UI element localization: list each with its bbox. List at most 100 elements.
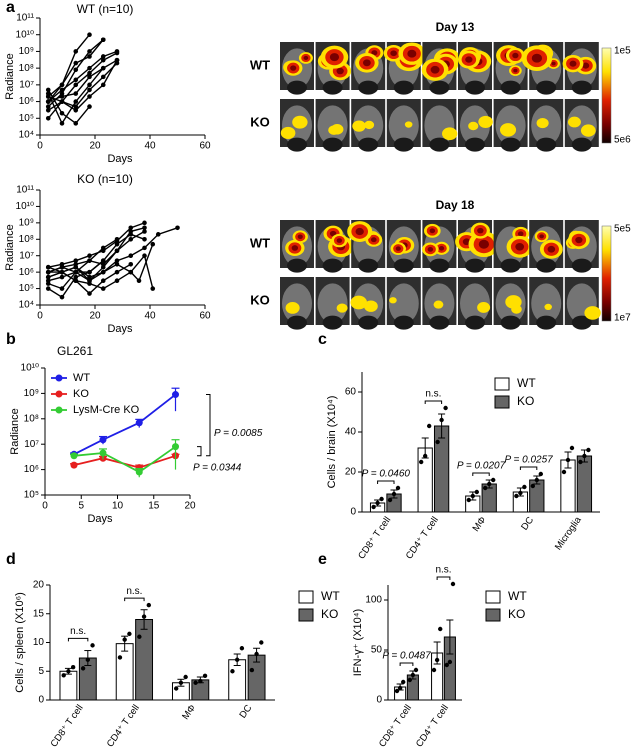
data-point: [443, 405, 448, 411]
data-point: [45, 264, 51, 270]
data-point: [73, 269, 79, 275]
signal: [531, 53, 543, 63]
signal: [539, 234, 544, 239]
y-tick-label: 10⁹: [19, 46, 34, 57]
significance-bracket: [124, 597, 145, 602]
data-point: [73, 91, 79, 96]
data-point: [391, 491, 397, 497]
mouse-image: [280, 220, 314, 273]
significance-bracket: [424, 400, 443, 404]
data-point: [173, 686, 179, 691]
data-point: [87, 253, 92, 259]
mouse-image: [493, 277, 528, 330]
data-point: [87, 291, 92, 296]
x-tick-label: Microglia: [553, 514, 584, 552]
image-body: [460, 283, 490, 324]
y-tick-label: 0: [376, 695, 382, 706]
data-point: [45, 281, 51, 286]
x-tick-label: 10: [112, 501, 124, 512]
significance-bracket: [197, 446, 202, 457]
signal: [364, 120, 375, 130]
signal: [547, 245, 556, 253]
y-axis-label: Radiance: [4, 224, 16, 270]
image-shadow: [571, 258, 592, 273]
image-shadow: [393, 80, 414, 95]
data-point: [426, 423, 432, 429]
mouse-image: [315, 220, 354, 273]
data-point: [434, 657, 440, 663]
image-shadow: [465, 258, 485, 273]
data-point: [73, 278, 79, 284]
data-point: [87, 281, 92, 286]
data-point: [418, 459, 424, 465]
signal: [303, 55, 309, 60]
bar: [576, 455, 593, 513]
data-point: [73, 99, 79, 104]
data-point: [73, 49, 79, 54]
mouse-image: [386, 220, 421, 273]
chart-title: GL261: [57, 344, 93, 358]
mouse-image: [422, 220, 457, 273]
y-tick-label: 10⁹: [24, 388, 39, 399]
data-point: [100, 54, 106, 59]
x-axis-label: Days: [87, 513, 113, 525]
image-shadow: [322, 315, 343, 330]
row-label: KO: [250, 292, 270, 307]
legend-label: KO: [517, 394, 534, 408]
y-tick-label: 10⁸: [19, 63, 34, 74]
comparison-label: P = 0.0207: [457, 461, 506, 472]
signal: [350, 295, 368, 310]
signal: [330, 124, 344, 135]
signal: [499, 123, 517, 137]
data-point: [99, 449, 107, 457]
data-point: [483, 485, 488, 491]
significance-bracket: [472, 472, 490, 476]
y-tick-label: 10¹⁰: [16, 29, 34, 40]
significance-bracket: [67, 637, 89, 642]
y-tick-label: 40: [345, 427, 357, 438]
signal: [336, 238, 343, 243]
data-point: [114, 258, 120, 263]
x-tick-label: CD4⁺ T cell: [414, 703, 451, 749]
mouse-image: [421, 42, 461, 95]
data-point: [100, 286, 106, 291]
legend-label: LysM-Cre KO: [73, 404, 140, 416]
image-shadow: [571, 137, 592, 152]
color-bar: [601, 47, 612, 144]
signal: [336, 67, 344, 75]
data-point: [87, 87, 92, 93]
image-shadow: [465, 137, 485, 152]
signal: [477, 302, 491, 313]
panel-label: d: [6, 551, 16, 568]
data-point: [401, 679, 406, 685]
image-body: [531, 283, 562, 324]
mouse-image: [315, 99, 350, 152]
data-point: [114, 50, 120, 56]
series-line: [47, 89, 91, 125]
day-title: Day 13: [436, 20, 475, 34]
data-point: [450, 581, 456, 587]
x-tick-label: CD8⁺ T cell: [49, 703, 86, 749]
mouse-image: [521, 42, 564, 95]
mouse-image: [386, 99, 421, 152]
signal: [430, 65, 440, 74]
mouse-image: [351, 99, 386, 152]
chart-title: WT (n=10): [77, 2, 134, 16]
data-point: [379, 496, 384, 502]
x-tick-label: 20: [89, 141, 101, 152]
mouse-image: [351, 42, 386, 95]
x-tick-label: CD4⁺ T cell: [105, 703, 142, 749]
data-point: [586, 447, 591, 453]
mouse-image: [280, 42, 314, 95]
series-line: [47, 34, 91, 103]
image-shadow: [536, 315, 557, 330]
data-point: [128, 262, 134, 267]
image-shadow: [465, 315, 485, 330]
comparison-label: n.s.: [425, 389, 441, 400]
signal: [292, 115, 308, 129]
x-tick-label: DC: [519, 515, 536, 533]
series-line: [48, 238, 118, 290]
y-tick-label: 10: [33, 637, 45, 648]
data-point: [183, 674, 188, 680]
data-point: [141, 614, 147, 619]
